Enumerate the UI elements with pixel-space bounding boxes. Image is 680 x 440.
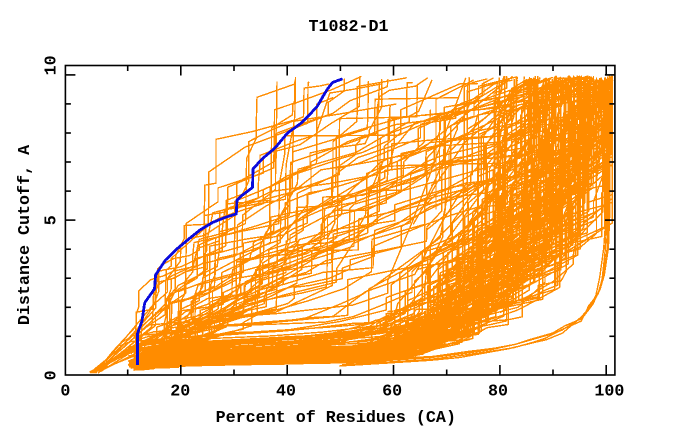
svg-text:0: 0 bbox=[42, 370, 61, 380]
svg-text:Distance Cutoff, A: Distance Cutoff, A bbox=[16, 144, 35, 325]
svg-text:T1082-D1: T1082-D1 bbox=[308, 18, 388, 37]
svg-text:60: 60 bbox=[382, 383, 402, 402]
svg-text:80: 80 bbox=[488, 383, 508, 402]
svg-text:100: 100 bbox=[594, 383, 624, 402]
svg-text:5: 5 bbox=[42, 215, 61, 225]
svg-text:40: 40 bbox=[276, 383, 296, 402]
svg-text:10: 10 bbox=[42, 55, 61, 75]
svg-text:Percent of Residues (CA): Percent of Residues (CA) bbox=[216, 409, 456, 428]
svg-text:20: 20 bbox=[170, 383, 190, 402]
svg-text:0: 0 bbox=[60, 383, 70, 402]
